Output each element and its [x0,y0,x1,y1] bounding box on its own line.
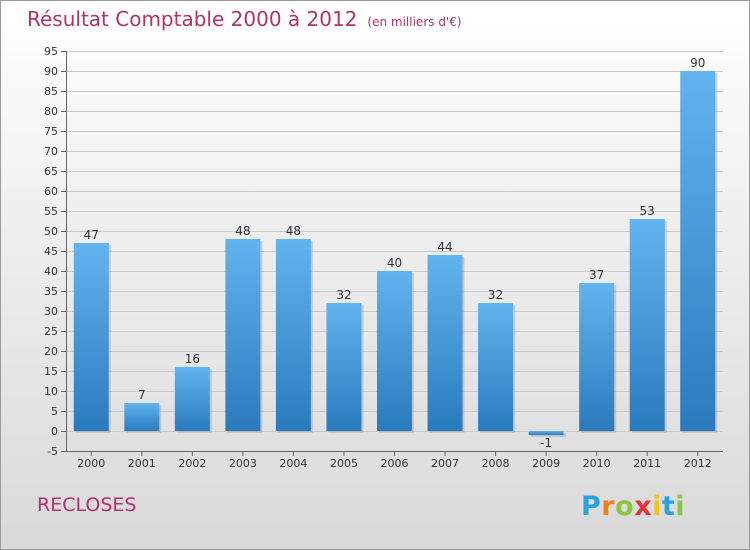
y-tick-label: 20 [44,345,58,358]
data-label: 47 [84,228,99,242]
chart-subtitle: (en milliers d'€) [367,15,462,29]
x-tick-label: 2004 [279,457,307,470]
x-tick-label: 2003 [229,457,257,470]
y-tick-label: 50 [44,225,58,238]
bar [579,283,615,431]
x-tick-label: 2009 [532,457,560,470]
data-label: 53 [640,204,655,218]
logo-letter: o [615,491,635,522]
bar [275,239,311,431]
x-tick-label: 2006 [381,457,409,470]
data-label: 48 [235,224,250,238]
y-tick-label: 75 [44,125,58,138]
x-tick-label: 2010 [583,457,611,470]
x-tick-label: 2002 [178,457,206,470]
y-tick-label: 90 [44,65,58,78]
x-tick-label: 2012 [684,457,712,470]
y-tick-label: 95 [44,45,58,58]
y-tick-label: 65 [44,165,58,178]
data-label: 7 [138,388,146,402]
bar [73,243,109,431]
bar [680,71,716,431]
y-tick-label: 40 [44,265,58,278]
y-tick-label: 30 [44,305,58,318]
y-tick-label: 10 [44,385,58,398]
bars [73,71,718,437]
logo-letter: i [675,491,686,522]
bar [326,303,362,431]
data-label: -1 [540,436,552,450]
y-tick-label: 15 [44,365,58,378]
data-label: 48 [286,224,301,238]
x-tick-label: 2000 [77,457,105,470]
chart-title: Résultat Comptable 2000 à 2012 (en millie… [27,7,462,31]
bar [629,219,665,431]
x-tick-label: 2005 [330,457,358,470]
y-tick-label: 0 [51,425,58,438]
logo-letter: P [581,491,602,522]
data-label: 37 [589,268,604,282]
chart-title-text: Résultat Comptable 2000 à 2012 [27,7,358,31]
data-label: 16 [185,352,200,366]
bar [427,255,463,431]
logo-letter: r [601,491,616,522]
x-tick-label: 2008 [482,457,510,470]
x-tick-label: 2007 [431,457,459,470]
bar [528,431,564,435]
y-tick-label: 85 [44,85,58,98]
data-label: 90 [690,56,705,70]
x-tick-label: 2011 [633,457,661,470]
y-tick-label: 60 [44,185,58,198]
data-label: 40 [387,256,402,270]
y-tick-label: 70 [44,145,58,158]
bar [174,367,210,431]
logo-letter: i [652,491,662,522]
bar [377,271,412,431]
commune-name: RECLOSES [37,494,137,516]
axes: -5 0 5 10 15 20 25 30 35 40 45 50 55 60 65 70 75 80 85 90 95… [44,45,723,470]
logo-letter: t [661,491,676,522]
bar [124,403,160,431]
y-tick-label: -5 [47,445,58,458]
proxiti-logo: Proxiti [581,491,685,522]
bar [225,239,261,431]
y-tick-label: 80 [44,105,58,118]
y-tick-label: 45 [44,245,58,258]
y-tick-label: 25 [44,325,58,338]
data-label: 32 [336,288,351,302]
y-tick-label: 55 [44,205,58,218]
logo-letter: x [634,491,653,522]
bar [478,303,514,431]
y-tick-label: 35 [44,285,58,298]
data-label: 44 [437,240,452,254]
data-label: 32 [488,288,503,302]
x-tick-label: 2001 [128,457,156,470]
y-tick-label: 5 [51,405,58,418]
data-labels: 47 7 16 48 48 32 40 44 32 -1 37 53 90 [84,56,706,450]
